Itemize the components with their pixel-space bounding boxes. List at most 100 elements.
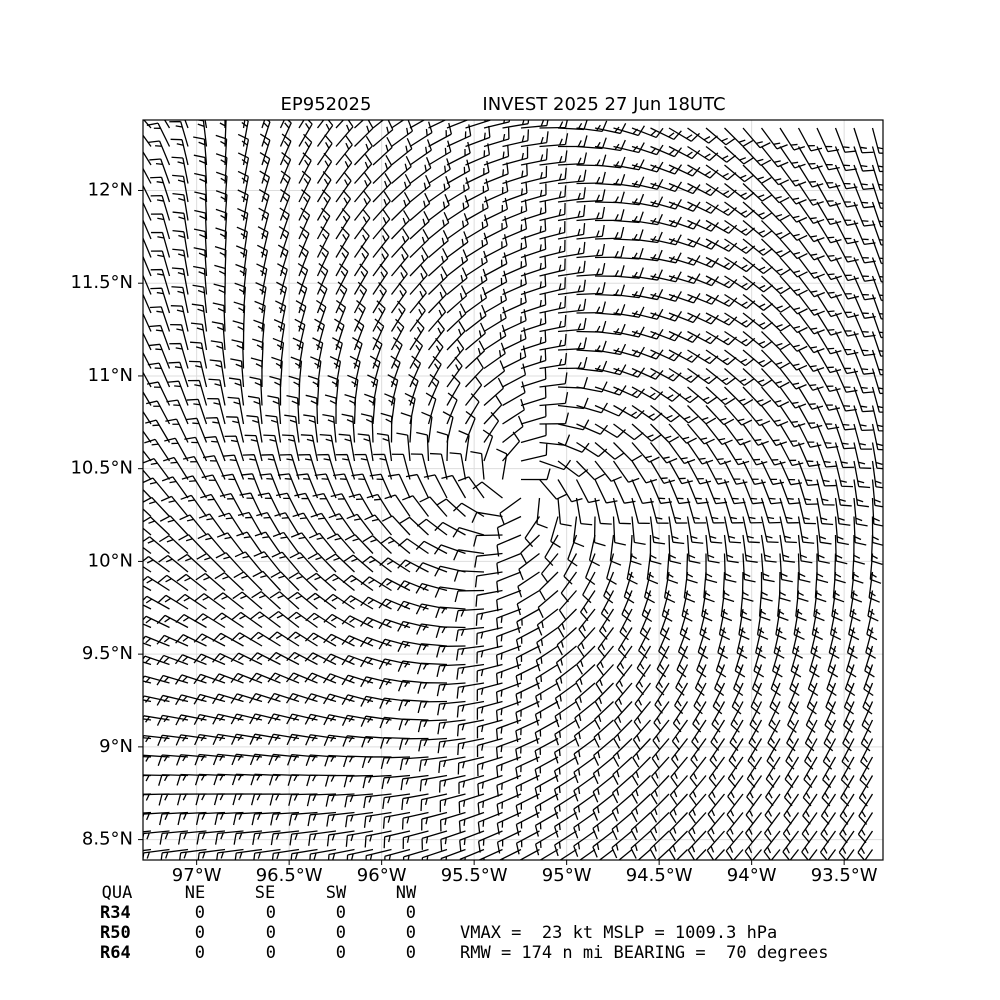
wind-barb (212, 302, 226, 332)
wind-barb (496, 626, 522, 649)
wind-barb (539, 167, 567, 185)
wind-barb (578, 608, 596, 639)
wind-barb (256, 511, 282, 536)
map-title: INVEST 2025 27 Jun 18UTC (482, 94, 725, 115)
wind-barb (235, 245, 248, 277)
wind-barb (298, 120, 313, 147)
wind-barb (382, 811, 411, 829)
wind-barb (457, 737, 485, 756)
wind-barb (712, 682, 726, 715)
wind-barb (557, 317, 587, 333)
wind-barb (176, 754, 207, 766)
wind-barb (650, 271, 682, 283)
wind-barb (143, 410, 152, 425)
wind-barb (760, 442, 786, 466)
wind-barb (427, 355, 442, 388)
wind-barb (834, 238, 859, 263)
wind-barb (271, 848, 300, 860)
wind-barb (650, 145, 683, 158)
wind-barb (428, 248, 449, 277)
wind-barb (409, 121, 433, 148)
wind-barb (279, 151, 292, 184)
wind-barb (210, 340, 226, 369)
wind-barb (174, 654, 207, 666)
wind-barb (446, 303, 467, 332)
wind-barb (616, 645, 633, 677)
wind-barb (455, 608, 485, 622)
wind-barb (286, 631, 318, 647)
wind-barb (834, 331, 859, 356)
wind-barb (742, 460, 766, 485)
wind-barb (619, 608, 633, 641)
wind-barb (502, 398, 525, 425)
wind-barb (613, 701, 633, 731)
wind-barb (143, 469, 152, 480)
wind-barb (143, 811, 152, 814)
wind-barb (853, 497, 868, 527)
wind-barb (289, 552, 318, 573)
wind-barb (614, 682, 633, 713)
wind-barb (483, 342, 506, 370)
wind-barb (761, 368, 790, 389)
wind-barb (477, 774, 503, 796)
wind-barb (834, 349, 859, 375)
wind-barb (292, 337, 304, 369)
y-tick-label: 8.5°N (82, 829, 133, 850)
wind-barb (559, 848, 577, 860)
wind-barb (172, 229, 189, 258)
wind-barb (341, 615, 374, 629)
wind-barb (539, 314, 567, 333)
wind-barb (143, 527, 152, 536)
wind-barb (378, 677, 411, 690)
wind-barb (502, 181, 528, 203)
wind-barb (150, 176, 171, 203)
wind-barb (366, 493, 393, 517)
wind-barb (360, 676, 392, 688)
wind-barb (592, 756, 614, 785)
wind-barb (483, 360, 506, 388)
wind-barb (254, 531, 282, 554)
wind-barb (436, 663, 466, 678)
wind-barb (853, 405, 874, 432)
wind-barb (706, 830, 725, 860)
wind-barb (216, 532, 245, 554)
wind-barb (248, 693, 281, 704)
wind-barb (446, 321, 466, 351)
wind-barb (557, 241, 586, 259)
wind-barb (842, 719, 855, 752)
wind-barb (364, 830, 392, 848)
wind-barb (316, 263, 329, 295)
wind-barb (779, 534, 795, 563)
wind-barb (761, 331, 791, 351)
wind-barb (539, 150, 568, 166)
wind-barb (197, 848, 226, 860)
wind-barb (298, 244, 309, 277)
wind-barb (268, 753, 300, 766)
wind-barb (446, 124, 472, 148)
wind-barb (440, 830, 466, 851)
wind-barb (724, 182, 755, 200)
wind-barb (723, 516, 742, 544)
wind-barb (621, 590, 633, 623)
wind-barb (502, 217, 528, 240)
wind-barb (250, 357, 263, 388)
wind-barb (465, 143, 491, 166)
wind-barb (271, 551, 300, 573)
wind-barb (797, 257, 825, 279)
wind-barb (871, 460, 883, 489)
table-cell: 0 (266, 903, 276, 923)
wind-barb (381, 774, 411, 790)
wind-barb (631, 775, 651, 804)
wind-barb (474, 571, 503, 588)
wind-barb (613, 142, 645, 154)
wind-barb (816, 386, 841, 411)
wind-barb (668, 349, 701, 363)
wind-barb (520, 148, 548, 166)
wind-barb (428, 302, 447, 332)
wind-barb (668, 330, 701, 343)
wind-barb (427, 337, 444, 369)
stats-line: RMW = 174 n mi BEARING = 70 degrees (460, 943, 828, 963)
wind-barb (779, 553, 793, 583)
wind-barb (259, 151, 271, 184)
wind-barb (332, 337, 343, 369)
